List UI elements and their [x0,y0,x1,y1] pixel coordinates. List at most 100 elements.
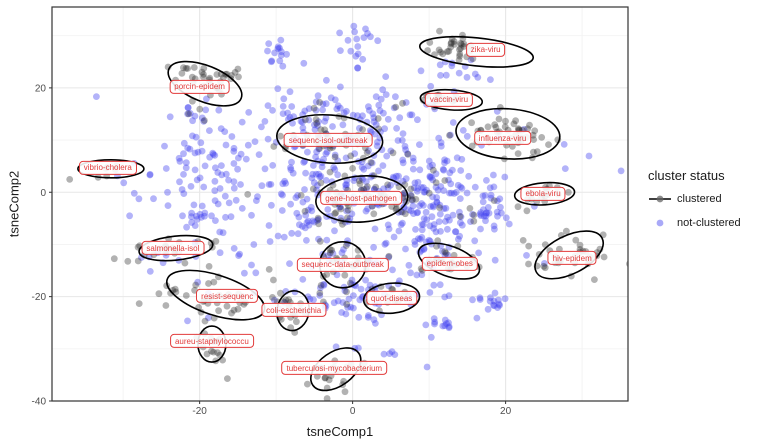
not-clustered-point [301,186,308,193]
not-clustered-point [293,209,301,217]
not-clustered-point [440,166,448,174]
not-clustered-point [418,200,425,207]
not-clustered-point [198,114,206,122]
not-clustered-point [377,95,385,103]
not-clustered-point [395,172,402,180]
clustered-point [357,186,365,194]
not-clustered-point [327,94,335,102]
clustered-point [546,247,554,255]
clustered-point [320,298,327,306]
not-clustered-point [287,164,294,172]
not-clustered-point [336,203,344,211]
not-clustered-point [313,148,320,156]
not-clustered-point [437,142,445,150]
clustered-point [201,117,208,124]
not-clustered-point [420,202,427,209]
clustered-point [374,115,382,122]
not-clustered-point [230,178,238,186]
not-clustered-point [320,281,328,289]
not-clustered-point [425,236,433,244]
clustered-point [134,257,142,265]
not-clustered-point [289,119,296,127]
clustered-point [349,165,356,172]
clustered-point [234,65,242,73]
not-clustered-point [315,170,323,178]
clustered-point [441,248,449,256]
not-clustered-point [430,221,438,228]
not-clustered-point [208,212,215,220]
clustered-point [321,126,329,134]
not-clustered-point [476,294,484,302]
not-clustered-point [312,153,319,161]
not-clustered-point [437,183,445,190]
not-clustered-point [301,224,309,232]
not-clustered-point [308,207,316,215]
clustered-point [514,139,522,147]
not-clustered-point [342,310,350,318]
not-clustered-point [487,194,495,202]
not-clustered-point [296,221,303,229]
not-clustered-point [184,317,191,325]
not-clustered-point [376,107,384,114]
clustered-point [213,71,221,78]
not-clustered-point [399,156,407,164]
clustered-point [424,47,431,54]
clustered-point [470,211,478,219]
y-tick-label: 20 [35,83,47,94]
not-clustered-point [402,99,410,106]
clustered-point [333,367,341,375]
not-clustered-point [252,269,260,277]
not-clustered-point [479,192,487,200]
not-clustered-point [396,114,404,122]
clustered-point [323,395,331,401]
not-clustered-point [421,188,429,196]
clustered-point [205,280,212,287]
not-clustered-point [359,55,367,63]
not-clustered-point [279,180,287,188]
clustered-point [457,44,464,52]
not-clustered-point [225,199,233,207]
not-clustered-point [349,111,357,119]
clustered-point [190,64,198,71]
not-clustered-point [463,132,471,140]
clustered-point [365,134,373,142]
not-clustered-point [279,103,287,110]
not-clustered-point [498,209,505,217]
not-clustered-point [449,211,457,219]
not-clustered-point [410,158,417,165]
clustered-point [353,258,361,266]
not-clustered-point [307,203,315,211]
clustered-point [230,306,238,314]
not-clustered-point [203,95,210,103]
clustered-key-icon [648,192,672,206]
not-clustered-point [277,36,285,44]
not-clustered-point [382,73,390,80]
not-clustered-point [355,344,362,352]
clustered-point [360,366,368,374]
not-clustered-point [363,185,370,192]
not-clustered-point [268,58,275,66]
clustered-point [533,148,541,156]
not-clustered-point [431,318,439,326]
not-clustered-point [340,109,348,117]
not-clustered-point [428,213,436,221]
not-clustered-point [458,155,466,163]
clustered-point [431,258,439,266]
clustered-point [399,99,406,107]
clustered-point [514,150,522,158]
not-clustered-point [309,217,317,225]
not-clustered-point [428,174,435,181]
clustered-point [104,163,111,171]
not-clustered-point [341,287,349,295]
not-clustered-point [354,112,361,119]
not-clustered-point [469,296,476,304]
not-clustered-point [135,195,143,203]
not-clustered-point [373,142,381,150]
not-clustered-point [372,93,380,101]
clustered-point [201,317,209,325]
not-clustered-point [418,271,426,279]
not-clustered-point [490,301,497,309]
clustered-point [389,286,397,294]
cluster-ellipse [138,234,214,262]
clustered-point [425,256,433,264]
